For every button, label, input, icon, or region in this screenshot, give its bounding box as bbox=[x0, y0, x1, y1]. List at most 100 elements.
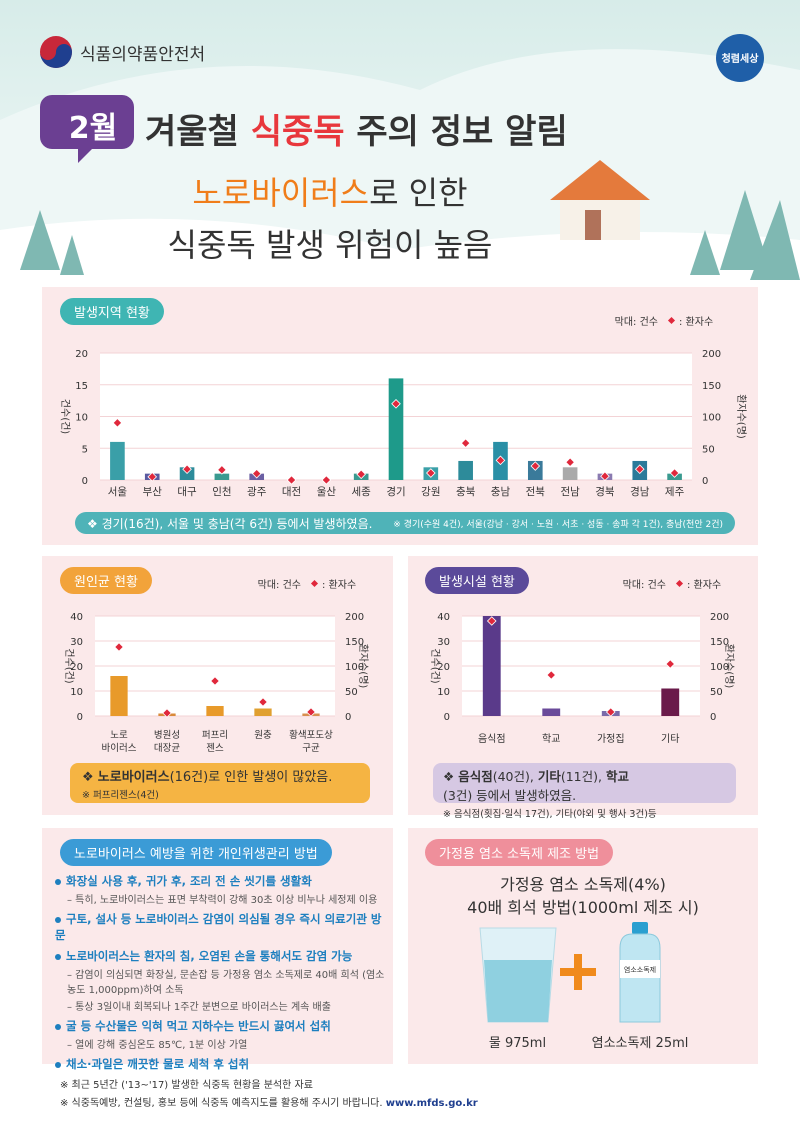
bar bbox=[458, 460, 473, 480]
hygiene-item: 굴 등 수산물은 익혀 먹고 지하수는 반드시 끓여서 섭취 – 열에 강해 중심… bbox=[55, 1018, 387, 1051]
y-tick-label: 30 bbox=[437, 637, 450, 648]
y2-tick-label: 200 bbox=[345, 612, 364, 623]
subtitle-part: 로 인한 bbox=[369, 174, 468, 212]
y-tick-label: 0 bbox=[444, 712, 450, 723]
legend-label: 막대: 건수 bbox=[623, 579, 666, 591]
y-tick-label: 20 bbox=[437, 662, 450, 673]
note-part: (11건), bbox=[560, 769, 606, 784]
patient-marker bbox=[258, 697, 268, 707]
footer-text: ※ 식중독예방, 컨설팅, 홍보 등에 식중독 예측지도를 활용해 주시기 바랍… bbox=[60, 1098, 383, 1109]
note-part: 노로바이러스 bbox=[97, 770, 170, 785]
note-part: 학교 bbox=[605, 769, 629, 784]
note-part: ❖ bbox=[443, 769, 459, 784]
bar bbox=[388, 378, 404, 480]
patient-marker bbox=[391, 398, 401, 409]
y2-tick-label: 150 bbox=[702, 381, 721, 392]
note-part: (3건) 등에서 발생하였음. bbox=[443, 788, 577, 803]
chart: 0 10 20 30 40 0 50 100 150 200 건수(건) 환자수(명) 막대: 건수: … bbox=[429, 579, 735, 745]
bleach-item: 염소소독제 25ml bbox=[591, 1036, 689, 1051]
title: 겨울철 식중독 주의 정보 알림 bbox=[145, 104, 568, 153]
plus bbox=[574, 954, 582, 990]
note-box: ❖ 경기(16건), 서울 및 충남(각 6건) 등에서 발생하였음. ※ 경기(… bbox=[75, 512, 735, 534]
trees bbox=[20, 190, 800, 280]
bar bbox=[542, 708, 561, 716]
house bbox=[550, 160, 650, 240]
organization: 식품의약품안전처 bbox=[80, 45, 206, 65]
x-tick-label: 원충 bbox=[254, 730, 272, 741]
x-tick-label: 충북 bbox=[456, 486, 476, 498]
patient-marker bbox=[162, 708, 172, 718]
x-tick-label: 서울 bbox=[108, 486, 128, 498]
y2-axis-label: 환자수(명) bbox=[357, 644, 369, 689]
y-tick-label: 30 bbox=[70, 637, 83, 648]
note-part: 기타 bbox=[537, 769, 561, 784]
patient-marker bbox=[546, 670, 557, 680]
x-tick-label: 대구 bbox=[177, 486, 197, 498]
section-title: 원인균 현황 bbox=[60, 567, 152, 594]
legend-label: : 환자수 bbox=[687, 579, 721, 591]
patient-marker bbox=[530, 461, 541, 471]
hygiene-item: 노로바이러스는 환자의 침, 오염된 손을 통해서도 감염 가능 – 감염이 의심… bbox=[55, 948, 387, 1013]
legend-marker bbox=[675, 579, 684, 588]
y2-tick-label: 100 bbox=[345, 662, 364, 673]
label-line: 퍼프리 bbox=[202, 730, 228, 741]
y2-tick-label: 50 bbox=[702, 444, 715, 455]
y-tick-label: 15 bbox=[75, 381, 88, 392]
subtitle-part: 노로바이러스 bbox=[192, 174, 370, 212]
y-tick-label: 20 bbox=[70, 662, 83, 673]
label-line: 노로 bbox=[110, 730, 128, 741]
patient-marker bbox=[182, 464, 192, 475]
item-note: – 통상 3일이내 회복되나 1주간 분변으로 바이러스는 계속 배출 bbox=[67, 1002, 331, 1013]
y2-tick-label: 50 bbox=[710, 687, 723, 698]
patient-marker bbox=[217, 465, 227, 475]
bar bbox=[562, 467, 578, 480]
heading-line: 40배 희석 방법(1000ml 제조 시) bbox=[467, 898, 699, 917]
footer-url: www.mfds.go.kr bbox=[385, 1098, 478, 1109]
label-line: 황색포도상 bbox=[289, 730, 333, 741]
y2-axis-label: 환자수(명) bbox=[735, 394, 747, 439]
note-part: ❖ 경기(16건), 서울 및 충남(각 6건) 등에서 발생하였음. bbox=[87, 516, 373, 531]
patient-marker bbox=[114, 642, 124, 652]
y2-tick-label: 100 bbox=[710, 662, 729, 673]
y2-tick-label: 0 bbox=[345, 712, 351, 723]
bar bbox=[661, 688, 680, 716]
hygiene-item: 채소·과일은 깨끗한 물로 세척 후 섭취 bbox=[55, 1056, 387, 1072]
y2-tick-label: 0 bbox=[702, 476, 708, 487]
emblem-circle bbox=[716, 34, 764, 82]
x-tick-label: 충남 bbox=[491, 486, 511, 498]
bar bbox=[482, 616, 501, 716]
label-line: 젠스 bbox=[206, 743, 224, 754]
x-tick-label: 경북 bbox=[595, 485, 615, 498]
emblem bbox=[40, 44, 72, 68]
x-tick-label: 광주 bbox=[247, 486, 267, 498]
heading-line: 가정용 염소 소독제(4%) bbox=[500, 875, 666, 894]
note-box: ❖ 음식점(40건), 기타(11건), 학교 (3건) 등에서 발생하였음. ※ … bbox=[433, 763, 736, 820]
x-tick-label: 가정집 bbox=[597, 733, 625, 745]
month: 2월 bbox=[68, 111, 118, 146]
item-text: 굴 등 수산물은 익혀 먹고 지하수는 반드시 끓여서 섭취 bbox=[66, 1019, 331, 1033]
item-note: – 특히, 노로바이러스는 표면 부착력이 강해 30초 이상 비누나 세정제 … bbox=[67, 895, 378, 906]
x-tick-label: 제주 bbox=[665, 486, 685, 498]
patient-marker bbox=[460, 438, 471, 448]
y-tick-label: 0 bbox=[82, 476, 88, 487]
item-note: – 감염이 의심되면 화장실, 문손잡 등 가정용 염소 소독제로 40배 희석… bbox=[67, 970, 385, 996]
y-axis-label: 건수(건) bbox=[59, 399, 71, 435]
label-line: 구균 bbox=[302, 743, 320, 754]
legend-marker bbox=[667, 316, 676, 325]
patient-marker bbox=[669, 468, 680, 478]
patient-marker bbox=[426, 468, 436, 478]
x-tick-label: 강원 bbox=[421, 486, 440, 498]
subtitle: 노로바이러스로 인한 bbox=[120, 168, 540, 214]
footer-line: ※ 식중독예방, 컨설팅, 홍보 등에 식중독 예측지도를 활용해 주시기 바랍… bbox=[60, 1094, 478, 1109]
patient-marker bbox=[306, 707, 316, 717]
emblem-text: 청렴세상 bbox=[721, 54, 759, 65]
subtitle: 식중독 발생 위험이 높음 bbox=[167, 226, 493, 264]
y2-tick-label: 150 bbox=[710, 637, 729, 648]
y2-tick-label: 200 bbox=[710, 612, 729, 623]
month-badge bbox=[40, 95, 134, 163]
patient-marker bbox=[356, 469, 366, 480]
item-text: 화장실 사용 후, 귀가 후, 조리 전 손 씻기를 생활화 bbox=[66, 874, 312, 888]
